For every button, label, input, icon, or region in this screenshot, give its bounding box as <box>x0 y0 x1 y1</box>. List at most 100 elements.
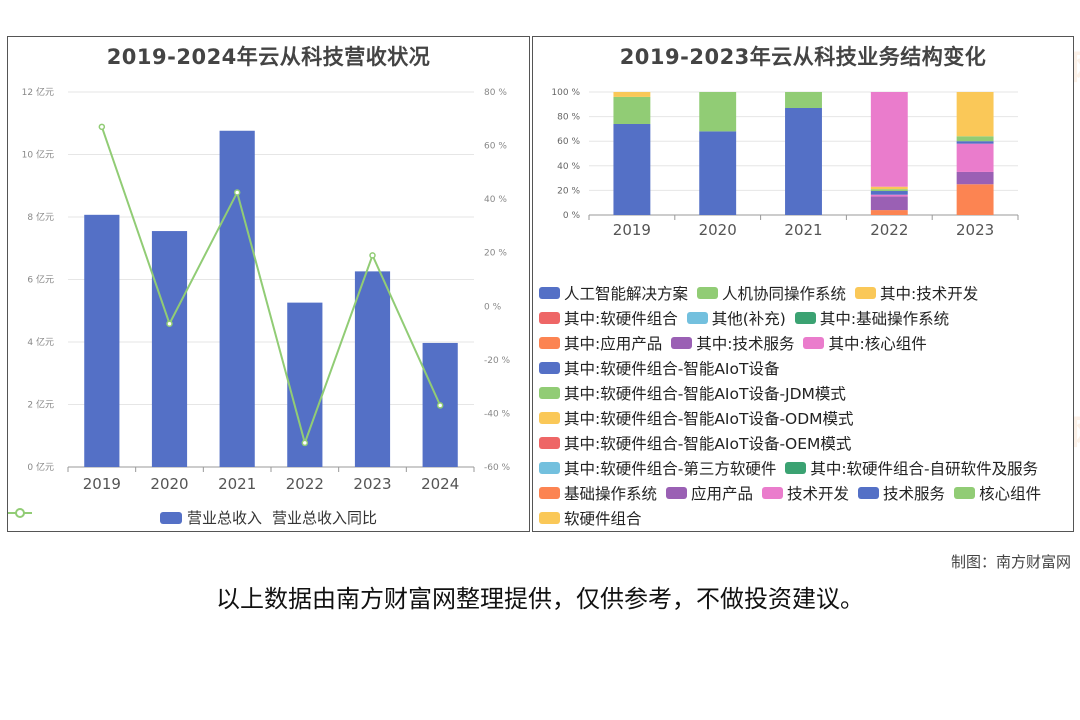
legend-item[interactable]: 其中:软硬件组合-智能AIoT设备-ODM模式 <box>539 407 854 429</box>
legend-label: 技术开发 <box>787 485 850 504</box>
legend-swatch <box>671 336 693 349</box>
x-tick-label: 2022 <box>870 221 908 239</box>
x-tick-label: 2024 <box>421 475 459 493</box>
legend-item[interactable]: 其中:应用产品 <box>539 332 662 354</box>
legend-item[interactable]: 其中:软硬件组合 <box>539 307 678 329</box>
legend-swatch <box>539 462 560 475</box>
legend-label: 人机协同操作系统 <box>722 284 847 303</box>
legend-item[interactable]: 其中:核心组件 <box>803 332 927 354</box>
legend-item[interactable]: 其中:基础操作系统 <box>794 307 950 329</box>
legend-item[interactable]: 技术服务 <box>858 482 945 504</box>
y-tick-label-right: -20 % <box>484 356 511 366</box>
legend-swatch <box>762 487 784 500</box>
legend-swatch <box>803 336 825 349</box>
legend-label: 其中:软硬件组合-智能AIoT设备-OEM模式 <box>564 435 852 454</box>
legend-row: 其中:软硬件组合-智能AIoT设备 <box>539 355 1069 380</box>
legend-swatch <box>785 462 807 475</box>
legend-item[interactable]: 营业总收入同比 <box>8 507 377 528</box>
y-tick-label-right: -40 % <box>484 409 511 419</box>
y-tick-label-right: 40 % <box>484 195 507 205</box>
y-tick-label-right: 0 % <box>484 302 502 312</box>
stacked-bar-segment <box>956 184 994 215</box>
yoy-point <box>369 252 376 259</box>
yoy-point <box>233 189 241 196</box>
legend-item[interactable]: 其中:软硬件组合-智能AIoT设备-OEM模式 <box>539 432 851 454</box>
legend-item[interactable]: 核心组件 <box>954 482 1041 504</box>
legend-label: 人工智能解决方案 <box>564 284 689 303</box>
y-tick-label: 100 % <box>551 88 580 98</box>
stacked-bar-segment <box>870 196 908 211</box>
legend-item[interactable]: 应用产品 <box>666 482 753 504</box>
stacked-bar-segment <box>870 92 908 187</box>
legend-label: 其中:软硬件组合-智能AIoT设备-ODM模式 <box>564 410 854 429</box>
legend-label: 其中:基础操作系统 <box>819 309 950 328</box>
legend-label: 软硬件组合 <box>564 510 642 529</box>
legend-row: 其中:软硬件组合-智能AIoT设备-JDM模式 <box>539 380 1069 405</box>
legend-item[interactable]: 其中:软硬件组合-智能AIoT设备 <box>539 357 779 379</box>
revenue-bar <box>84 214 120 467</box>
legend-item[interactable]: 其中:技术服务 <box>671 332 794 354</box>
y-tick-label-left: 12 亿元 <box>22 86 54 98</box>
legend-label: 其中:软硬件组合-第三方软硬件 <box>564 460 777 479</box>
legend-item[interactable]: 人工智能解决方案 <box>539 282 688 304</box>
y-tick-label-right: -60 % <box>484 463 511 473</box>
yoy-point <box>436 402 444 409</box>
legend-swatch <box>539 361 560 374</box>
revenue-bar <box>354 271 391 467</box>
legend-swatch <box>686 311 708 324</box>
legend-item[interactable]: 其中:软硬件组合-第三方软硬件 <box>539 457 776 479</box>
legend-swatch <box>858 487 880 500</box>
legend-item[interactable]: 营业总收入 <box>159 507 262 528</box>
legend-item[interactable]: 技术开发 <box>762 482 849 504</box>
y-tick-label: 60 % <box>557 137 580 147</box>
revenue-chart: 0 亿元 2 亿元 4 亿元 6 亿元 8 亿元 10 亿元 12 亿元 -60 % -40 %… <box>22 86 511 493</box>
legend-item[interactable]: 其中:软硬件组合-自研软件及服务 <box>785 457 1038 479</box>
stacked-bar-segment <box>956 171 994 185</box>
legend-swatch <box>539 437 560 450</box>
yoy-point <box>98 123 106 131</box>
legend-item[interactable]: 基础操作系统 <box>539 482 657 504</box>
stacked-bar-segment <box>870 191 908 195</box>
legend-swatch <box>539 311 560 324</box>
legend-label: 技术服务 <box>883 485 946 504</box>
legend-row: 其中:软硬件组合-智能AIoT设备-OEM模式 <box>539 431 1069 456</box>
x-tick-label: 2020 <box>699 221 737 239</box>
revenue-bar <box>219 130 255 467</box>
legend-swatch <box>794 311 816 324</box>
stacked-bar-segment <box>785 107 822 215</box>
stacked-bar-segment <box>870 210 908 215</box>
y-tick-label-left: 8 亿元 <box>27 211 54 223</box>
legend-item[interactable]: 其中:技术开发 <box>855 282 978 304</box>
stacked-bar-segment <box>613 96 651 124</box>
stacked-bar-segment <box>870 189 908 192</box>
legend-item[interactable]: 人机协同操作系统 <box>697 282 846 304</box>
revenue-chart-panel: 0 亿元 2 亿元 4 亿元 6 亿元 8 亿元 10 亿元 12 亿元 -60 % -40 %… <box>7 36 530 532</box>
legend-item[interactable]: 其他(补充) <box>686 307 786 329</box>
x-tick-label: 2019 <box>83 475 121 493</box>
legend-swatch <box>855 286 877 299</box>
x-tick-label: 2023 <box>353 475 391 493</box>
legend-swatch <box>539 487 560 500</box>
stacked-bar-segment <box>613 123 651 215</box>
legend-label: 其中:应用产品 <box>564 334 663 353</box>
legend-row: 其中:应用产品 其中:技术服务 其中:核心组件 <box>539 330 1069 355</box>
legend-swatch <box>697 286 719 299</box>
stacked-bar-segment <box>699 131 737 215</box>
revenue-bar <box>151 231 188 467</box>
legend-item[interactable]: 其中:软硬件组合-智能AIoT设备-JDM模式 <box>539 382 846 404</box>
chart-title: 2019-2024年云从科技营收状况 <box>106 45 431 69</box>
legend-label: 其中:核心组件 <box>828 334 927 353</box>
legend-label: 营业总收入 <box>186 509 262 527</box>
legend-label: 其中:技术服务 <box>696 334 795 353</box>
y-tick-label-right: 20 % <box>484 249 507 259</box>
legend-swatch <box>539 412 560 425</box>
y-tick-label-left: 0 亿元 <box>27 461 54 473</box>
legend: 人工智能解决方案 人机协同操作系统 其中:技术开发 其中:软硬件组合 其他(补充) 其中:… <box>539 280 1069 531</box>
y-tick-label-left: 2 亿元 <box>27 399 54 411</box>
x-tick-label: 2021 <box>218 475 256 493</box>
legend-swatch <box>539 386 560 399</box>
legend-item[interactable]: 软硬件组合 <box>539 507 642 529</box>
x-tick-label: 2022 <box>286 475 324 493</box>
disclaimer: 以上数据由南方财富网整理提供，仅供参考，不做投资建议。 <box>216 585 864 613</box>
legend-label: 其中:软硬件组合-智能AIoT设备-JDM模式 <box>564 384 846 403</box>
